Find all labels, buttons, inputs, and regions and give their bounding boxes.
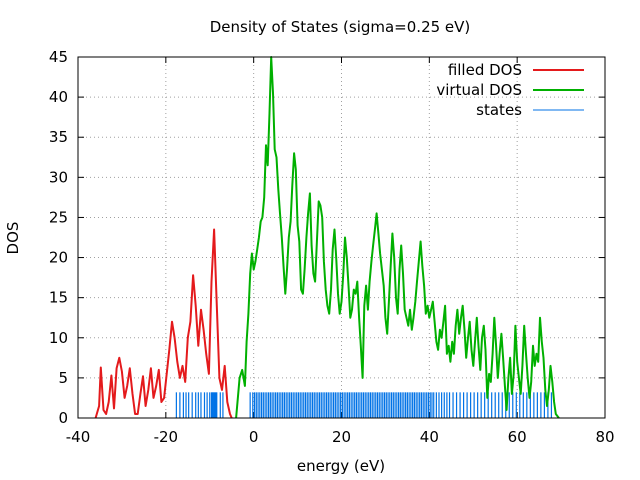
states-impulses xyxy=(175,392,553,418)
x-tick-label: -40 xyxy=(66,428,91,446)
y-tick-label: 30 xyxy=(49,168,68,186)
legend: filled DOS virtual DOS states xyxy=(436,61,584,119)
y-tick-label: 40 xyxy=(49,88,68,106)
virtual-dos-line xyxy=(235,56,560,419)
y-tick-label: 20 xyxy=(49,249,68,267)
legend-label-filled-dos: filled DOS xyxy=(448,61,522,79)
chart-title: Density of States (sigma=0.25 eV) xyxy=(210,18,471,36)
x-tick-label: 40 xyxy=(420,428,439,446)
x-axis-label: energy (eV) xyxy=(297,457,385,475)
x-tick-label: 80 xyxy=(595,428,614,446)
x-tick-label: 0 xyxy=(249,428,259,446)
y-tick-label: 10 xyxy=(49,329,68,347)
legend-label-states: states xyxy=(476,101,522,119)
grid xyxy=(78,57,605,418)
y-tick-label: 35 xyxy=(49,128,68,146)
y-tick-label: 15 xyxy=(49,289,68,307)
y-tick-label: 0 xyxy=(58,409,68,427)
legend-label-virtual-dos: virtual DOS xyxy=(436,81,522,99)
x-tick-label: 20 xyxy=(332,428,351,446)
y-axis-label: DOS xyxy=(4,222,22,255)
y-ticks: 0 5 10 15 20 25 30 35 40 45 xyxy=(49,48,605,427)
y-tick-label: 45 xyxy=(49,48,68,66)
y-tick-label: 5 xyxy=(58,369,68,387)
x-ticks: -40 -20 0 20 40 60 80 xyxy=(66,57,615,446)
y-tick-label: 25 xyxy=(49,208,68,226)
plot-frame xyxy=(77,56,606,419)
filled-dos-line xyxy=(94,228,233,419)
dos-lines xyxy=(94,56,560,419)
x-tick-label: 60 xyxy=(508,428,527,446)
x-tick-label: -20 xyxy=(154,428,179,446)
